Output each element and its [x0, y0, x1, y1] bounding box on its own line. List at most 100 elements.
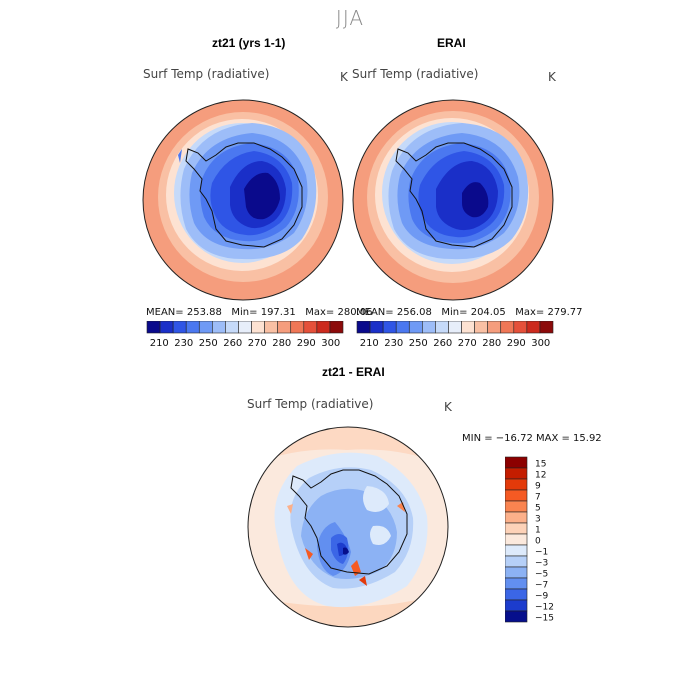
panel-1-colorbar-swatch	[277, 321, 292, 334]
panel-1-stats: MEAN= 253.88 Min= 197.31 Max= 280.06	[146, 307, 373, 318]
panel-1-colorbar-tick-label: 280	[272, 338, 291, 349]
panel-1-colorbar-swatch	[225, 321, 239, 334]
panel-1-colorbar-tick-label: 250	[199, 338, 218, 349]
panel-1-colorbar-swatch	[329, 321, 344, 334]
diff-colorbar-label: 3	[535, 515, 541, 525]
panel-2-colorbar-swatch	[461, 321, 475, 334]
panel-1-polar-map	[142, 99, 344, 301]
panel-1-colorbar-tick-label: 270	[248, 338, 267, 349]
diff-colorbar-label: 15	[535, 460, 546, 470]
panel-1-units: K	[340, 70, 348, 84]
panel-1-colorbar-swatch	[290, 321, 305, 334]
diff-colorbar-label: −12	[535, 603, 554, 613]
diff-colorbar-swatch	[505, 478, 528, 491]
panel-2-colorbar-tick-label: 270	[458, 338, 477, 349]
diff-panel-units: K	[444, 400, 452, 414]
panel-1-colorbar-swatch	[303, 321, 318, 334]
panel-1-colorbar-swatch	[316, 321, 331, 334]
panel-2-colorbar: 210 230 250 260 270 280 290 300	[356, 321, 554, 349]
panel-1-variable-label: Surf Temp (radiative)	[143, 67, 270, 81]
panel-2-colorbar-tick-label: 290	[507, 338, 526, 349]
diff-colorbar-swatch	[505, 489, 528, 502]
panel-1-mean-label: MEAN=	[146, 307, 184, 318]
panel-2-title: ERAI	[437, 36, 466, 50]
diff-colorbar-label: 1	[535, 526, 541, 536]
panel-1-colorbar-tick-label: 230	[174, 338, 193, 349]
diff-colorbar-label: 7	[535, 493, 541, 503]
panel-1-colorbar-tick-label: 260	[223, 338, 242, 349]
panel-2-colorbar-swatch	[500, 321, 515, 334]
panel-2-colorbar-swatch	[408, 321, 423, 334]
panel-2-colorbar-swatch	[526, 321, 541, 334]
panel-2-colorbar-swatch	[395, 321, 410, 334]
panel-1-colorbar-swatch	[146, 321, 161, 334]
panel-2-variable-label: Surf Temp (radiative)	[352, 67, 479, 81]
panel-2-colorbar-swatch	[382, 321, 397, 334]
panel-2-colorbar-tick-label: 280	[482, 338, 501, 349]
panel-1-mean-value: 253.88	[186, 307, 222, 318]
diff-panel-minmax: MIN = −16.72 MAX = 15.92	[462, 433, 602, 444]
panel-2-colorbar-swatch	[448, 321, 462, 334]
diff-colorbar-label: 12	[535, 471, 546, 481]
panel-1-colorbar-swatch	[251, 321, 265, 334]
diff-colorbar-swatch	[505, 577, 528, 590]
panel-2-units: K	[548, 70, 556, 84]
diff-colorbar-swatch	[505, 456, 528, 469]
panel-1-colorbar: 210 230 250 260 270 280 290 300	[146, 321, 344, 349]
panel-2-colorbar-swatch	[435, 321, 449, 334]
panel-2-colorbar-tick-label: 210	[360, 338, 379, 349]
diff-colorbar-swatch	[505, 599, 528, 612]
panel-1-colorbar-tick-label: 300	[321, 338, 340, 349]
panel-1-min-value: 197.31	[260, 307, 296, 318]
diff-panel-variable-label: Surf Temp (radiative)	[247, 397, 374, 411]
panel-2-colorbar-swatch	[539, 321, 554, 334]
diff-colorbar-label: 0	[535, 537, 541, 547]
panel-2-colorbar-swatch	[422, 321, 436, 334]
diff-colorbar-swatch	[505, 467, 528, 480]
diff-colorbar-swatch	[505, 588, 528, 601]
panel-1-max-label: Max=	[305, 307, 335, 318]
panel-2-colorbar-tick-label: 230	[384, 338, 403, 349]
diff-colorbar-swatch	[505, 566, 528, 579]
panel-2-max-value: 279.77	[547, 307, 583, 318]
diff-colorbar-label: −9	[535, 592, 549, 602]
panel-1-colorbar-tick-label: 290	[297, 338, 316, 349]
panel-2-colorbar-swatch	[487, 321, 502, 334]
diff-colorbar-label: 9	[535, 482, 541, 492]
panel-2-colorbar-tick-label: 250	[409, 338, 428, 349]
diff-colorbar-swatch	[505, 511, 528, 524]
diff-colorbar-swatch	[505, 522, 528, 535]
panel-1-colorbar-swatch	[212, 321, 226, 334]
panel-1-colorbar-swatch	[264, 321, 278, 334]
panel-1-colorbar-swatch	[159, 321, 174, 334]
diff-colorbar-label: −7	[535, 581, 548, 591]
panel-2-colorbar-swatch	[356, 321, 371, 334]
panel-1-min-label: Min=	[231, 307, 258, 318]
panel-1-colorbar-swatch	[238, 321, 252, 334]
panel-2-min-value: 204.05	[470, 307, 506, 318]
diff-colorbar-swatch	[505, 610, 528, 623]
diff-colorbar-swatch	[505, 544, 528, 557]
panel-2-colorbar-swatch	[513, 321, 528, 334]
diff-panel-title: zt21 - ERAI	[322, 365, 385, 379]
panel-2-mean-value: 256.08	[396, 307, 432, 318]
panel-2-min-label: Min=	[441, 307, 468, 318]
season-title: JJA	[335, 6, 365, 30]
panel-1-title: zt21 (yrs 1-1)	[212, 36, 286, 50]
panel-2-stats: MEAN= 256.08 Min= 204.05 Max= 279.77	[356, 307, 583, 318]
diff-colorbar-label: −5	[535, 570, 548, 580]
panel-2-colorbar-swatch	[474, 321, 488, 334]
panel-2-colorbar-tick-label: 300	[531, 338, 550, 349]
diff-colorbar-swatch	[505, 533, 528, 546]
panel-2-colorbar-swatch	[369, 321, 384, 334]
diff-colorbar-swatch	[505, 500, 528, 513]
panel-2-max-label: Max=	[515, 307, 545, 318]
panel-1-colorbar-swatch	[185, 321, 200, 334]
panel-2-mean-label: MEAN=	[356, 307, 394, 318]
panel-1-max-value: 280.06	[337, 307, 373, 318]
diff-colorbar-swatch	[505, 555, 528, 568]
diff-panel-polar-map	[247, 426, 449, 628]
panel-2-colorbar-tick-label: 260	[433, 338, 452, 349]
diff-colorbar-label: −3	[535, 559, 548, 569]
